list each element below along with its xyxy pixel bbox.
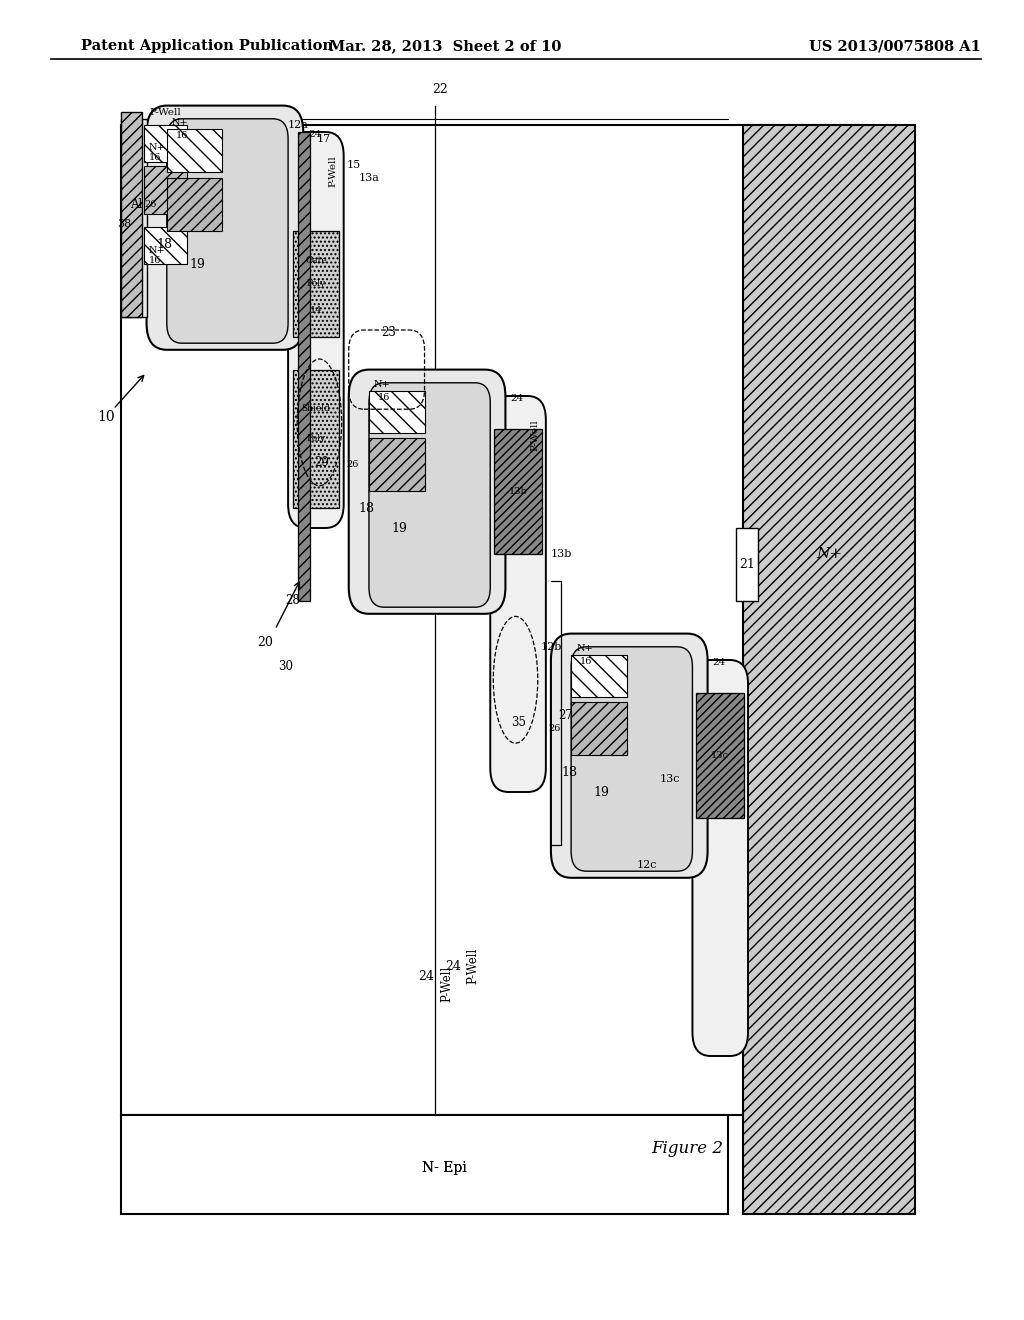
Text: 17: 17 (316, 133, 331, 144)
Bar (143, 125, 187, 162)
Text: 20: 20 (257, 636, 272, 649)
Text: Patent Application Publication: Patent Application Publication (81, 40, 333, 53)
FancyBboxPatch shape (692, 660, 748, 1056)
Bar (298, 132, 310, 601)
Text: 19: 19 (391, 521, 408, 535)
Text: Poly: Poly (306, 434, 326, 444)
Text: 29: 29 (314, 455, 329, 469)
Text: 18: 18 (358, 502, 375, 515)
Bar (167, 129, 222, 172)
Text: N+: N+ (148, 247, 165, 255)
Text: 13c: 13c (659, 774, 680, 784)
Bar (293, 231, 339, 337)
Text: 27: 27 (559, 709, 573, 722)
FancyBboxPatch shape (369, 383, 490, 607)
Text: N+: N+ (374, 380, 391, 388)
Text: 38: 38 (117, 219, 131, 230)
Text: 24: 24 (444, 960, 461, 973)
Text: P-Well: P-Well (530, 420, 540, 451)
Text: 15: 15 (347, 160, 360, 170)
FancyBboxPatch shape (288, 132, 344, 528)
Text: 18: 18 (157, 238, 173, 251)
Text: 22: 22 (432, 83, 447, 96)
Text: P-Well: P-Well (440, 965, 454, 1002)
Text: 18: 18 (561, 766, 577, 779)
Text: 12a: 12a (288, 120, 308, 131)
Text: N+: N+ (172, 119, 188, 127)
Text: US 2013/0075808 A1: US 2013/0075808 A1 (809, 40, 981, 53)
FancyBboxPatch shape (571, 647, 692, 871)
Text: Al: Al (130, 198, 142, 211)
Bar (143, 166, 187, 214)
Bar (743, 125, 914, 1214)
Bar (369, 438, 425, 491)
Text: 16: 16 (148, 256, 161, 264)
Text: 19: 19 (189, 257, 205, 271)
Bar (121, 1115, 728, 1214)
Text: 21: 21 (739, 558, 755, 570)
Text: P-Well: P-Well (150, 108, 181, 116)
Text: 16: 16 (581, 657, 593, 665)
Text: N+: N+ (577, 644, 593, 652)
FancyBboxPatch shape (551, 634, 708, 878)
Text: P-Well: P-Well (329, 156, 338, 187)
Text: 26: 26 (144, 201, 157, 209)
Text: 23: 23 (381, 326, 395, 339)
Text: 24: 24 (419, 970, 434, 983)
Bar (143, 227, 187, 264)
Text: Poly: Poly (306, 280, 326, 288)
Text: P-Well: P-Well (467, 948, 479, 985)
Bar (121, 119, 146, 317)
Bar (121, 125, 859, 1115)
Bar (293, 370, 339, 508)
Text: N+: N+ (816, 548, 842, 561)
Text: 10: 10 (97, 411, 115, 424)
Bar (121, 112, 141, 317)
Text: Mar. 28, 2013  Sheet 2 of 10: Mar. 28, 2013 Sheet 2 of 10 (329, 40, 561, 53)
Bar (369, 391, 425, 433)
Text: 16: 16 (378, 393, 390, 401)
Text: 24: 24 (713, 659, 726, 668)
Text: 30: 30 (278, 660, 293, 673)
Text: 16: 16 (148, 153, 161, 161)
Text: 28: 28 (285, 594, 300, 607)
Text: 24: 24 (511, 395, 523, 404)
Text: Gate: Gate (305, 256, 327, 265)
FancyBboxPatch shape (167, 119, 288, 343)
Bar (571, 655, 627, 697)
Bar (696, 693, 744, 818)
Text: 13b: 13b (509, 487, 527, 496)
Text: 14: 14 (309, 306, 323, 314)
Bar (571, 702, 627, 755)
FancyBboxPatch shape (146, 106, 303, 350)
Bar (167, 178, 222, 231)
Text: N- Epi: N- Epi (422, 1162, 467, 1175)
Text: Figure 2: Figure 2 (651, 1140, 723, 1156)
Text: 12b: 12b (541, 642, 561, 652)
Text: 24: 24 (308, 131, 322, 140)
Text: 26: 26 (346, 461, 358, 469)
Text: 35: 35 (511, 715, 526, 729)
Text: 13b: 13b (550, 549, 571, 560)
FancyBboxPatch shape (349, 370, 506, 614)
Text: N+: N+ (148, 144, 165, 152)
Text: 26: 26 (549, 725, 561, 733)
Bar (736, 528, 758, 601)
Text: 13c: 13c (712, 751, 729, 760)
Text: 16: 16 (176, 132, 188, 140)
Text: 19: 19 (594, 785, 609, 799)
Text: 12c: 12c (637, 859, 657, 870)
Text: 13a: 13a (358, 173, 380, 183)
FancyBboxPatch shape (490, 396, 546, 792)
Text: N- Epi: N- Epi (422, 1162, 467, 1175)
Text: Shield: Shield (301, 404, 331, 413)
Bar (495, 429, 542, 554)
